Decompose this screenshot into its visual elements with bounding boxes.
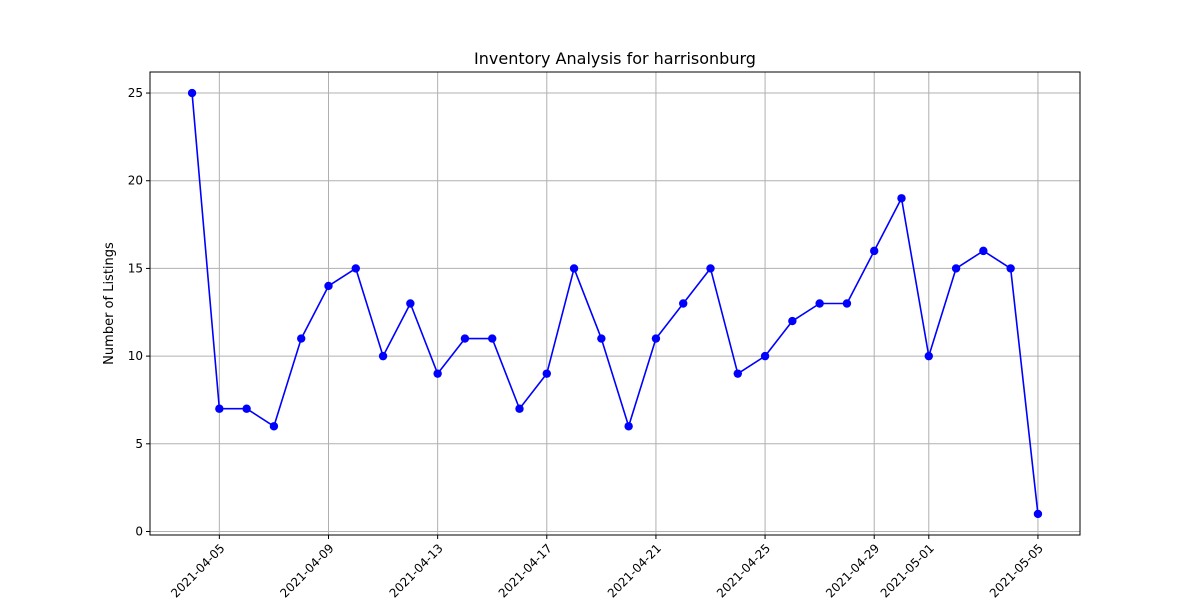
y-tick-label: 5 — [135, 437, 143, 451]
data-point-2021-04-21 — [651, 334, 661, 343]
data-point-2021-05-05 — [1033, 509, 1043, 519]
series-line — [191, 92, 1039, 515]
data-point-2021-04-29 — [870, 246, 879, 256]
data-point-2021-04-18 — [569, 264, 579, 273]
data-point-2021-04-27 — [815, 299, 824, 308]
data-point-2021-04-28 — [842, 299, 852, 308]
data-point-2021-04-15 — [488, 334, 497, 343]
data-point-2021-04-25 — [760, 351, 770, 361]
data-point-2021-04-09 — [324, 281, 333, 291]
data-point-2021-04-08 — [297, 334, 306, 343]
data-point-2021-04-07 — [269, 422, 279, 431]
data-point-2021-05-04 — [1006, 264, 1015, 273]
data-point-2021-04-24 — [733, 369, 742, 378]
y-tick-label: 0 — [135, 524, 143, 538]
data-point-2021-05-03 — [979, 246, 988, 256]
data-point-2021-04-14 — [460, 334, 470, 343]
y-tick-label: 20 — [128, 174, 143, 188]
data-point-2021-04-05 — [215, 404, 224, 413]
plot-area-frame — [149, 71, 1081, 536]
data-point-2021-04-06 — [242, 404, 251, 413]
y-tick-label: 25 — [128, 86, 143, 100]
y-tick-label: 10 — [128, 349, 143, 363]
data-point-2021-04-13 — [433, 369, 442, 378]
data-point-2021-04-22 — [679, 299, 688, 308]
data-point-2021-04-30 — [897, 194, 906, 203]
data-point-2021-04-04 — [187, 88, 197, 98]
y-axis-title: Number of Listings — [102, 242, 117, 365]
data-point-2021-04-23 — [706, 264, 715, 273]
data-point-2021-05-01 — [924, 351, 933, 361]
data-point-2021-04-17 — [542, 369, 551, 378]
data-point-2021-04-26 — [788, 316, 797, 326]
y-tick-label: 15 — [128, 261, 143, 275]
grid-lines — [150, 72, 1080, 535]
data-point-2021-04-10 — [351, 264, 360, 273]
data-point-2021-05-02 — [951, 264, 961, 273]
data-point-2021-04-11 — [378, 351, 388, 361]
data-point-2021-04-16 — [515, 404, 524, 413]
chart-title: Inventory Analysis for harrisonburg — [474, 49, 756, 68]
data-point-2021-04-19 — [597, 334, 606, 343]
series-layer — [187, 88, 1043, 519]
data-point-2021-04-20 — [624, 422, 633, 431]
data-point-2021-04-12 — [406, 299, 415, 308]
